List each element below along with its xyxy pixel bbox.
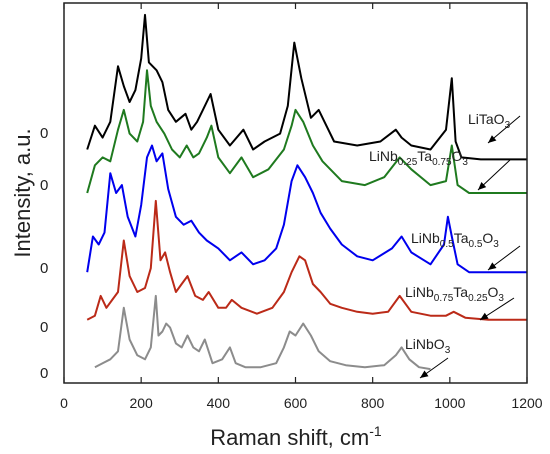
series-label-part: 0.25: [468, 293, 488, 304]
series-label-part: 3: [498, 293, 504, 304]
series-label: LiTaO3: [468, 111, 511, 131]
series-label: LiNbO3: [405, 336, 451, 356]
series-label-part: 0.5: [469, 239, 483, 250]
series-label-part: 3: [505, 120, 511, 131]
x-tick-label: 1200: [511, 395, 542, 411]
series-line-4: [94, 294, 431, 371]
series-label-part: LiNb: [405, 284, 434, 300]
baseline-zero-label: 0: [40, 319, 48, 336]
plot-frame: [63, 2, 528, 384]
x-ticks: 0 200 400 600 800 1000 1200: [60, 3, 543, 411]
series-label: LiNb0.75Ta0.25O3: [405, 284, 504, 304]
series-label-part: Ta: [453, 284, 468, 300]
x-axis-title: Raman shift, cm-1: [210, 423, 382, 450]
label-arrow-head: [420, 370, 429, 378]
series-label-part: Ta: [454, 230, 469, 246]
x-tick-label: 400: [207, 395, 231, 411]
y-axis-title: Intensity, a.u.: [10, 128, 35, 257]
series-label-part: LiNb: [369, 148, 398, 164]
x-tick-label: 1000: [434, 395, 465, 411]
baseline-zero-label: 0: [40, 177, 48, 194]
series-label-part: 0.25: [398, 157, 418, 168]
series-label-part: 0.5: [440, 239, 454, 250]
series-label-part: 3: [462, 157, 468, 168]
series-line-1: [86, 69, 527, 194]
baseline-zero-label: 0: [40, 260, 48, 277]
x-axis-title-text: Raman shift, cm: [210, 425, 369, 450]
series-label-part: Ta: [417, 148, 432, 164]
series-label: LiNb0.25Ta0.75O3: [369, 148, 468, 168]
baseline-zero-label: 0: [40, 365, 48, 382]
series-label-part: 0.75: [434, 293, 454, 304]
x-tick-label: 0: [60, 395, 68, 411]
series-line-2: [86, 144, 527, 274]
series-label-part: LiNbO: [405, 336, 445, 352]
x-tick-label: 200: [129, 395, 153, 411]
series-label-part: 0.75: [432, 157, 452, 168]
baseline-zero-label: 0: [40, 125, 48, 142]
series-label-part: O: [452, 148, 463, 164]
axes-layer: 0 200 400 600 800 1000 1200: [60, 2, 543, 411]
series-label-part: LiTaO: [468, 111, 505, 127]
series-label-part: 3: [445, 345, 451, 356]
series-label-part: 3: [493, 239, 499, 250]
series-label-part: O: [482, 230, 493, 246]
labels-layer: 0LiTaO30LiNb0.25Ta0.75O30LiNb0.5Ta0.5O30…: [40, 111, 521, 382]
series-label: LiNb0.5Ta0.5O3: [411, 230, 499, 250]
label-arrow-head: [478, 182, 487, 190]
series-layer: [86, 13, 527, 371]
label-arrow-head: [480, 312, 489, 320]
x-axis-title-sup: -1: [369, 423, 382, 439]
series-label-part: LiNb: [411, 230, 440, 246]
x-tick-label: 800: [361, 395, 385, 411]
label-arrow-head: [488, 262, 497, 270]
series-label-part: O: [488, 284, 499, 300]
label-arrow-head: [488, 135, 497, 143]
series-line-3: [86, 199, 527, 321]
x-tick-label: 600: [284, 395, 308, 411]
series-line-0: [86, 13, 527, 161]
